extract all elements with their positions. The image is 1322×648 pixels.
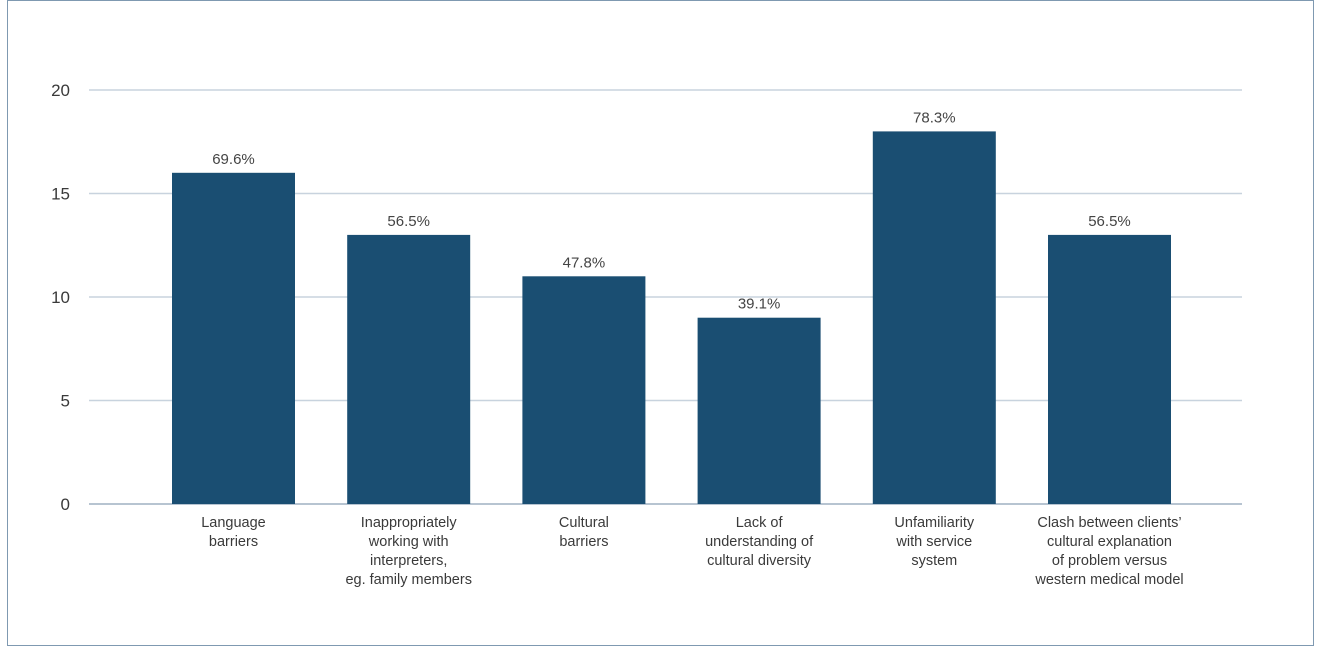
x-tick-label: Inappropriately bbox=[361, 515, 458, 531]
x-tick-label: with service bbox=[895, 534, 972, 550]
y-tick-label: 20 bbox=[51, 81, 70, 100]
x-tick-label: of problem versus bbox=[1052, 553, 1167, 569]
x-tick-label: Language bbox=[201, 515, 266, 531]
x-tick-label: barriers bbox=[209, 534, 258, 550]
bar bbox=[697, 317, 821, 504]
x-tick-label: working with bbox=[368, 534, 449, 550]
data-label: 39.1% bbox=[738, 296, 781, 313]
data-label: 69.6% bbox=[212, 151, 255, 168]
x-tick-label: western medical model bbox=[1034, 572, 1183, 588]
x-tick-label: Clash between clients’ bbox=[1037, 515, 1181, 531]
x-tick-label: understanding of bbox=[705, 534, 814, 550]
bar bbox=[522, 276, 646, 504]
bar bbox=[872, 131, 996, 504]
x-tick-label: Cultural bbox=[559, 515, 609, 531]
x-tick-label: cultural explanation bbox=[1047, 534, 1172, 550]
x-tick-label: eg. family members bbox=[345, 572, 472, 588]
data-label: 56.5% bbox=[1088, 213, 1131, 230]
bar bbox=[1048, 234, 1171, 504]
x-tick-label: Lack of bbox=[736, 515, 784, 531]
data-label: 47.8% bbox=[563, 254, 606, 271]
x-tick-label: barriers bbox=[559, 534, 608, 550]
y-tick-label: 10 bbox=[51, 288, 70, 307]
x-tick-label: cultural diversity bbox=[707, 553, 812, 569]
data-label: 56.5% bbox=[387, 213, 430, 230]
x-tick-label: system bbox=[911, 553, 957, 569]
bar bbox=[347, 234, 471, 504]
y-tick-label: 15 bbox=[51, 185, 70, 204]
data-label: 78.3% bbox=[913, 109, 956, 126]
y-tick-label: 0 bbox=[61, 495, 70, 514]
x-tick-label: interpreters, bbox=[370, 553, 447, 569]
y-tick-label: 5 bbox=[61, 392, 70, 411]
x-tick-label: Unfamiliarity bbox=[894, 515, 975, 531]
bar bbox=[172, 172, 295, 505]
